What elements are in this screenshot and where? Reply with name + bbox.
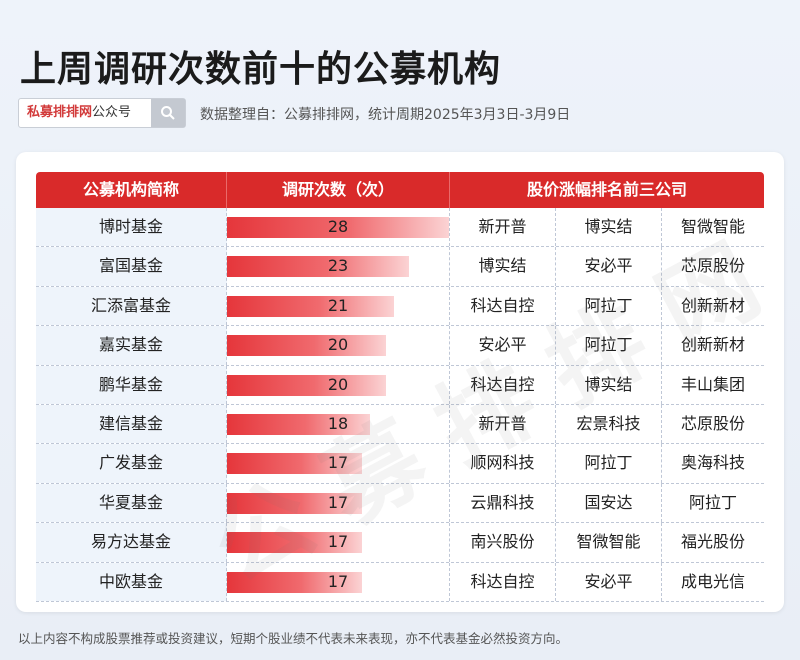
company-cell: 安必平 [450,326,556,365]
company-cell: 创新新材 [680,335,745,355]
table-row: 中欧基金 17 科达自控 安必平 成电光信 [36,562,764,602]
count-label: 21 [327,295,349,315]
disclaimer: 以上内容不构成股票推荐或投资建议，短期个股业绩不代表未来表现，亦不代表基金必然投… [18,631,569,646]
bar-cell: 17 [227,444,450,483]
count-bar [227,374,386,396]
count-label: 20 [327,335,349,355]
count-label: 17 [327,571,349,591]
company-cell: 芯原股份 [680,413,745,433]
bar-cell: 20 [227,365,450,404]
bar-cell: 17 [227,562,450,601]
bar-cell: 18 [227,404,450,444]
table-row: 嘉实基金 20 安必平 阿拉丁 创新新材 [36,326,764,366]
company-cell: 创新新材 [680,295,745,315]
count-bar [227,295,394,317]
bar-cell: 23 [227,247,450,286]
count-label: 17 [327,492,349,512]
company-cell: 福光股份 [680,532,745,552]
count-bar [227,256,410,278]
company-cell: 阿拉丁 [556,444,662,483]
company-cell: 宏景科技 [556,404,662,444]
table-row: 富国基金 23 博实结 安必平 芯原股份 [36,247,764,287]
header-count: 调研次数（次） [226,172,450,208]
institution-name: 博时基金 [36,208,227,247]
table-row: 华夏基金 17 云鼎科技 国安达 阿拉丁 [36,483,764,524]
count-label: 20 [327,374,349,394]
count-label: 17 [327,453,349,473]
institution-name: 中欧基金 [36,562,227,601]
company-cell: 阿拉丁 [556,286,662,326]
company-cell: 科达自控 [450,562,556,601]
count-label: 17 [327,532,349,552]
company-cell: 安必平 [556,247,662,286]
table-body: 博时基金 28 新开普 博实结 智微智能 富国基金 23 博实结 安必平 芯原股份 汇添富基金 21 科… [36,208,764,602]
company-cell: 丰山集团 [680,374,745,394]
institution-name: 建信基金 [36,404,227,444]
count-bar [227,453,362,475]
data-source: 数据整理自：公募排排网，统计周期2025年3月3日-3月9日 [200,107,571,123]
institution-name: 鹏华基金 [36,365,227,404]
company-cell: 奥海科技 [680,453,745,473]
count-bar [227,532,362,554]
company-cell: 科达自控 [450,365,556,404]
table-row: 鹏华基金 20 科达自控 博实结 丰山集团 [36,365,764,405]
page-title: 上周调研次数前十的公募机构 [20,49,502,90]
table-row: 建信基金 18 新开普 宏景科技 芯原股份 [36,404,764,445]
table-header: 公募机构简称 调研次数（次） 股价涨幅排名前三公司 [36,172,764,208]
institution-name: 汇添富基金 [36,286,227,326]
count-bar [227,335,386,357]
header-institution: 公募机构简称 [82,180,179,199]
count-label: 23 [327,256,349,276]
bar-cell: 21 [227,286,450,326]
company-cell: 国安达 [556,483,662,523]
company-cell: 博实结 [450,247,556,286]
company-cell: 阿拉丁 [556,326,662,365]
count-label: 28 [327,217,349,236]
institution-name: 易方达基金 [36,523,227,562]
company-cell: 智微智能 [556,523,662,562]
company-cell: 科达自控 [450,286,556,326]
company-cell: 博实结 [556,365,662,404]
institution-name: 嘉实基金 [36,326,227,365]
table-row: 广发基金 17 顺网科技 阿拉丁 奥海科技 [36,444,764,484]
company-cell: 南兴股份 [450,523,556,562]
brand-suffix: 公众号 [92,105,132,120]
table-card: 公募机构简称 调研次数（次） 股价涨幅排名前三公司 博时基金 28 新开普 博实结 智微… [16,152,784,612]
institution-name: 华夏基金 [36,483,227,523]
table-row: 汇添富基金 21 科达自控 阿拉丁 创新新材 [36,286,764,327]
company-cell: 新开普 [450,404,556,444]
count-bar [227,413,370,435]
search-button[interactable] [151,99,185,127]
bar-cell: 28 [227,208,450,247]
company-cell: 顺网科技 [450,444,556,483]
company-cell: 新开普 [450,208,556,247]
company-cell: 云鼎科技 [450,483,556,523]
table-row: 易方达基金 17 南兴股份 智微智能 福光股份 [36,523,764,563]
count-bar [227,492,362,514]
institution-name: 广发基金 [36,444,227,483]
search-bar[interactable]: 私募排排网公众号 [18,98,186,128]
bar-cell: 17 [227,523,450,562]
company-cell: 阿拉丁 [688,492,737,512]
institution-name: 富国基金 [36,247,227,286]
bar-cell: 20 [227,326,450,365]
count-bar [227,217,449,238]
search-text: 私募排排网公众号 [19,99,151,127]
company-cell: 安必平 [556,562,662,601]
company-cell: 芯原股份 [680,256,745,276]
bar-cell: 17 [227,483,450,523]
search-icon [161,106,175,120]
header-top-companies: 股价涨幅排名前三公司 [526,180,687,199]
count-label: 18 [327,413,349,433]
count-bar [227,571,362,593]
company-cell: 成电光信 [680,571,745,591]
company-cell: 智微智能 [680,217,745,236]
company-cell: 博实结 [556,208,662,247]
table-row: 博时基金 28 新开普 博实结 智微智能 [36,208,764,248]
brand-label: 私募排排网 [27,105,93,120]
